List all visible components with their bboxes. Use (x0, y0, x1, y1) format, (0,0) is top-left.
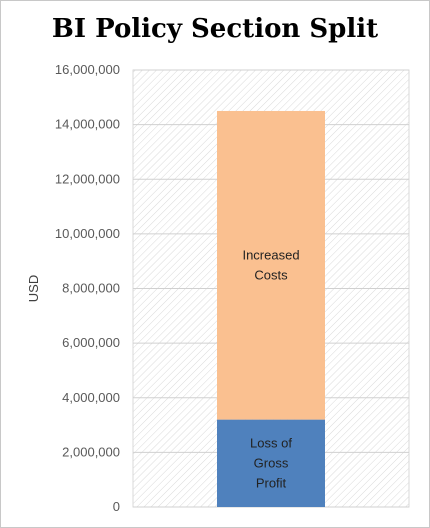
y-tick-label: 16,000,000 (55, 62, 120, 77)
bar-segment (217, 419, 325, 507)
bar-segment-label: Costs (254, 267, 288, 282)
y-tick-label: 14,000,000 (55, 117, 120, 132)
y-tick-label: 12,000,000 (55, 171, 120, 186)
y-tick-label: 4,000,000 (62, 390, 120, 405)
y-tick-label: 6,000,000 (62, 335, 120, 350)
y-axis-ticks: 0 2,000,000 4,000,000 6,000,000 8,000,000 10,… (55, 62, 120, 514)
y-tick-label: 8,000,000 (62, 281, 120, 296)
y-tick-label: 10,000,000 (55, 226, 120, 241)
y-tick-label: 0 (113, 499, 120, 514)
bar-segment-label: Loss of (250, 435, 292, 450)
segment-labels: Loss of Gross Profit Increased Costs (242, 247, 299, 490)
bar-segment-label: Increased (242, 247, 299, 262)
bar-segment (217, 110, 325, 420)
bar-segment-label: Profit (256, 475, 287, 490)
chart-title: BI Policy Section Split (51, 14, 379, 44)
y-axis-label: USD (26, 275, 41, 302)
bars (217, 110, 325, 507)
y-tick-label: 2,000,000 (62, 444, 120, 459)
bar-segment-label: Gross (254, 455, 289, 470)
